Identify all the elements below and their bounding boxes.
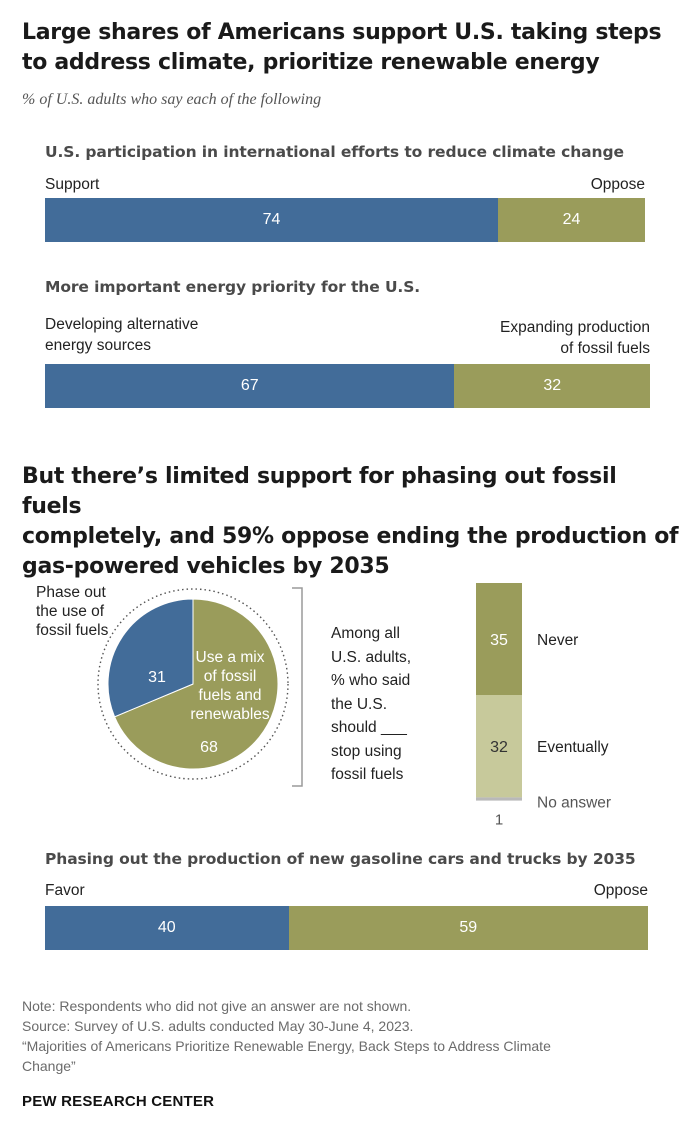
bracket-line-1: Among all bbox=[331, 625, 400, 642]
note-line-2: Source: Survey of U.S. adults conducted … bbox=[22, 1018, 414, 1034]
pie-label-phase-out-line-2: the use of bbox=[36, 603, 105, 620]
stacked-label-1: Never bbox=[537, 632, 578, 649]
stacked-label-3: No answer bbox=[537, 794, 611, 811]
bar2-right-label: Expanding production of fossil fuels bbox=[500, 317, 650, 359]
notes: Note: Respondents who did not give an an… bbox=[22, 996, 662, 1076]
bar3-left-label: Favor bbox=[45, 882, 85, 899]
bracket-line-6: stop using bbox=[331, 742, 402, 760]
title-line-2: to address climate, prioritize renewable… bbox=[22, 50, 600, 75]
pie-slice-phase-out bbox=[107, 598, 194, 718]
stacked-label-2: Eventually bbox=[537, 739, 609, 756]
bracket-line-7: fossil fuels bbox=[331, 766, 404, 783]
bar2-left-label: Developing alternative energy sources bbox=[45, 314, 198, 356]
bracket bbox=[292, 587, 303, 787]
stacked-segment-eventually bbox=[476, 695, 522, 798]
bar1-left-label: Support bbox=[45, 176, 100, 193]
stacked-column: 35 Never 32 Eventually 1 No answer bbox=[476, 583, 611, 829]
bar1-right-label: Oppose bbox=[590, 176, 645, 193]
pie-value-mix: 68 bbox=[200, 739, 218, 756]
section-heading: But there’s limited support for phasing … bbox=[22, 462, 680, 582]
bar3-segment-left: 40 bbox=[45, 906, 289, 950]
pie-label-mix-line-1: Use a mix bbox=[196, 649, 265, 666]
bar3-segment-right: 59 bbox=[288, 906, 648, 950]
note-line-1: Note: Respondents who did not give an an… bbox=[22, 998, 412, 1014]
stacked-segment-no-answer bbox=[476, 797, 522, 801]
bracket-line-4: the U.S. bbox=[331, 695, 387, 713]
stacked-value-3: 1 bbox=[495, 812, 503, 829]
pie-chart: 31 68 Use a mix of fossil fuels and renewable… bbox=[36, 584, 289, 780]
bar1-title: U.S. participation in international effo… bbox=[45, 143, 624, 161]
bracket-text: Among all U.S. adults, % who said the U.… bbox=[331, 622, 411, 787]
pie-label-mix-line-3: fuels and bbox=[199, 687, 262, 704]
pie-label-mix-line-4: renewables bbox=[190, 706, 270, 723]
pie-dotted-outline bbox=[97, 588, 289, 780]
bar2: 67 32 bbox=[45, 364, 650, 408]
stacked-value-1: 35 bbox=[490, 632, 508, 649]
pie-label-mix-line-2: of fossil bbox=[204, 668, 257, 685]
bar2-left-label-line-2: energy sources bbox=[45, 337, 151, 354]
bar2-left-label-line-1: Developing alternative bbox=[45, 316, 199, 333]
title-line-1: Large shares of Americans support U.S. t… bbox=[22, 20, 662, 45]
pie-value-phase-out: 31 bbox=[148, 669, 166, 686]
bar2-segment-right: 32 bbox=[454, 364, 650, 408]
bar2-right-label-line-2: of fossil fuels bbox=[560, 340, 650, 357]
bar2-segment-left: 67 bbox=[45, 364, 455, 408]
bar1-segment-left: 74 bbox=[45, 198, 499, 242]
bracket-line-2: U.S. adults, bbox=[331, 648, 412, 666]
chart-title: Large shares of Americans support U.S. t… bbox=[22, 18, 662, 78]
pew-logo-text: PEW RESEARCH CENTER bbox=[22, 1093, 215, 1110]
stacked-segment-never bbox=[476, 583, 522, 695]
bar3-title: Phasing out the production of new gasoli… bbox=[45, 850, 636, 868]
bar3: 40 59 bbox=[45, 906, 648, 950]
bar3-right-label: Oppose bbox=[593, 882, 648, 899]
heading-line-1: But there’s limited support for phasing … bbox=[22, 464, 617, 519]
note-line-3: “Majorities of Americans Prioritize Rene… bbox=[22, 1038, 551, 1054]
heading-line-2: completely, and 59% oppose ending the pr… bbox=[22, 524, 679, 549]
pie-label-phase-out-line-1: Phase out bbox=[36, 584, 106, 601]
pie-slice-mix bbox=[113, 598, 279, 770]
stacked-value-2: 32 bbox=[490, 739, 508, 756]
chart-subtitle: % of U.S. adults who say each of the fol… bbox=[22, 91, 322, 108]
bracket-line-3: % who said bbox=[331, 672, 411, 689]
bar1-segment-right: 24 bbox=[498, 198, 645, 242]
bar2-right-label-line-1: Expanding production bbox=[500, 319, 650, 336]
note-line-4: Change” bbox=[22, 1058, 76, 1074]
bar1: 74 24 bbox=[45, 198, 645, 242]
pie-label-phase-out-line-3: fossil fuels bbox=[36, 622, 109, 639]
bar2-title: More important energy priority for the U… bbox=[45, 278, 421, 296]
heading-line-3: gas-powered vehicles by 2035 bbox=[22, 554, 390, 579]
bracket-line-5: should ___ bbox=[331, 719, 407, 736]
